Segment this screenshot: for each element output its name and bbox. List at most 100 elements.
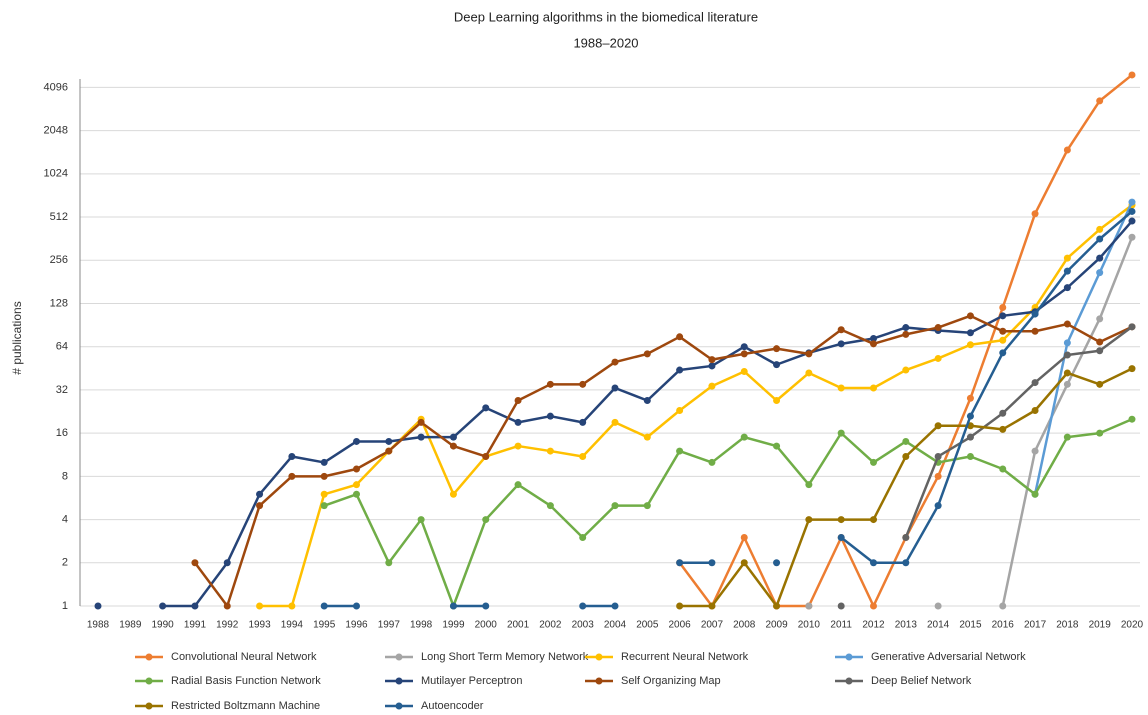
data-point [934, 422, 942, 430]
data-point [1096, 429, 1104, 437]
data-point [1063, 351, 1071, 359]
legend-label: Recurrent Neural Network [621, 651, 749, 663]
data-point [1063, 254, 1071, 262]
data-point [870, 334, 877, 342]
data-point [708, 602, 716, 610]
data-point [999, 327, 1007, 335]
legend-label: Autoencoder [421, 700, 484, 712]
data-point [546, 380, 554, 388]
data-point [223, 559, 231, 567]
data-point [1031, 327, 1039, 335]
data-point [1096, 315, 1104, 323]
data-point [708, 362, 716, 370]
x-tick-label: 1990 [152, 620, 175, 631]
data-point [611, 502, 619, 510]
data-point [449, 490, 457, 498]
data-point [1031, 490, 1039, 498]
data-point [223, 602, 231, 610]
x-tick-label: 2006 [669, 620, 692, 631]
data-point [676, 406, 684, 414]
legend-dot [395, 702, 403, 710]
series-line [678, 73, 1133, 608]
data-point [966, 329, 974, 337]
data-point [837, 516, 845, 524]
legend-dot [145, 653, 153, 661]
legend-label: Mutilayer Perceptron [421, 675, 523, 687]
legend-label: Self Organizing Map [621, 675, 721, 687]
data-point [643, 350, 651, 358]
data-point [159, 602, 167, 610]
y-tick-label: 1 [62, 600, 68, 612]
data-point [902, 559, 910, 567]
data-point [870, 559, 877, 567]
data-point [320, 602, 328, 610]
data-point [546, 447, 554, 455]
data-point [482, 404, 490, 412]
data-point [482, 602, 490, 610]
data-point [999, 425, 1007, 433]
data-point [773, 361, 781, 369]
legend-item: Autoencoder [385, 700, 484, 712]
data-point [805, 350, 813, 358]
x-tick-label: 2005 [636, 620, 659, 631]
series-line [904, 325, 1133, 538]
data-point [256, 602, 264, 610]
data-point [611, 358, 619, 366]
data-point [643, 397, 651, 405]
x-tick-label: 2014 [927, 620, 950, 631]
x-tick-label: 1991 [184, 620, 207, 631]
y-axis-label: # publications [10, 301, 24, 374]
x-tick-label: 2017 [1024, 620, 1047, 631]
x-tick-label: 1994 [281, 620, 304, 631]
data-point [870, 384, 877, 392]
data-point [966, 412, 974, 420]
data-point [708, 458, 716, 466]
data-point [1096, 97, 1104, 105]
data-point [256, 490, 264, 498]
y-tick-label: 16 [56, 427, 68, 439]
data-point [546, 412, 554, 420]
data-point [837, 326, 845, 334]
data-point [773, 602, 781, 610]
data-point [1128, 323, 1136, 331]
series-line [259, 204, 1133, 608]
x-tick-label: 1989 [119, 620, 142, 631]
series-line [193, 314, 1133, 608]
data-point [740, 559, 748, 567]
legend-dot [145, 677, 153, 685]
data-point [773, 559, 781, 567]
y-tick-label: 128 [50, 297, 68, 309]
x-tick-label: 2008 [733, 620, 756, 631]
data-point [870, 516, 877, 524]
data-point [320, 490, 328, 498]
data-point [676, 602, 684, 610]
data-point [643, 433, 651, 441]
legend-label: Long Short Term Memory Network [421, 651, 589, 663]
data-point [320, 472, 328, 480]
data-point [805, 481, 813, 489]
data-point [934, 602, 942, 610]
legend-dot [395, 653, 403, 661]
data-point [966, 433, 974, 441]
y-tick-label: 1024 [44, 168, 68, 180]
data-point [1128, 198, 1136, 206]
legend-item: Long Short Term Memory Network [385, 651, 589, 663]
y-tick-label: 32 [56, 384, 68, 396]
y-tick-label: 256 [50, 254, 68, 266]
legend-label: Restricted Boltzmann Machine [171, 700, 320, 712]
x-tick-label: 2019 [1089, 620, 1112, 631]
data-point [611, 602, 619, 610]
data-point [805, 516, 813, 524]
x-tick-label: 2015 [959, 620, 982, 631]
x-tick-label: 2018 [1056, 620, 1079, 631]
data-point [934, 472, 942, 480]
data-point [740, 534, 748, 542]
data-point [805, 602, 813, 610]
x-tick-label: 2009 [765, 620, 788, 631]
data-point [353, 437, 360, 445]
data-point [94, 602, 102, 610]
data-point [773, 397, 781, 405]
x-tick-label: 2004 [604, 620, 627, 631]
data-point [902, 366, 910, 374]
data-point [320, 502, 328, 510]
